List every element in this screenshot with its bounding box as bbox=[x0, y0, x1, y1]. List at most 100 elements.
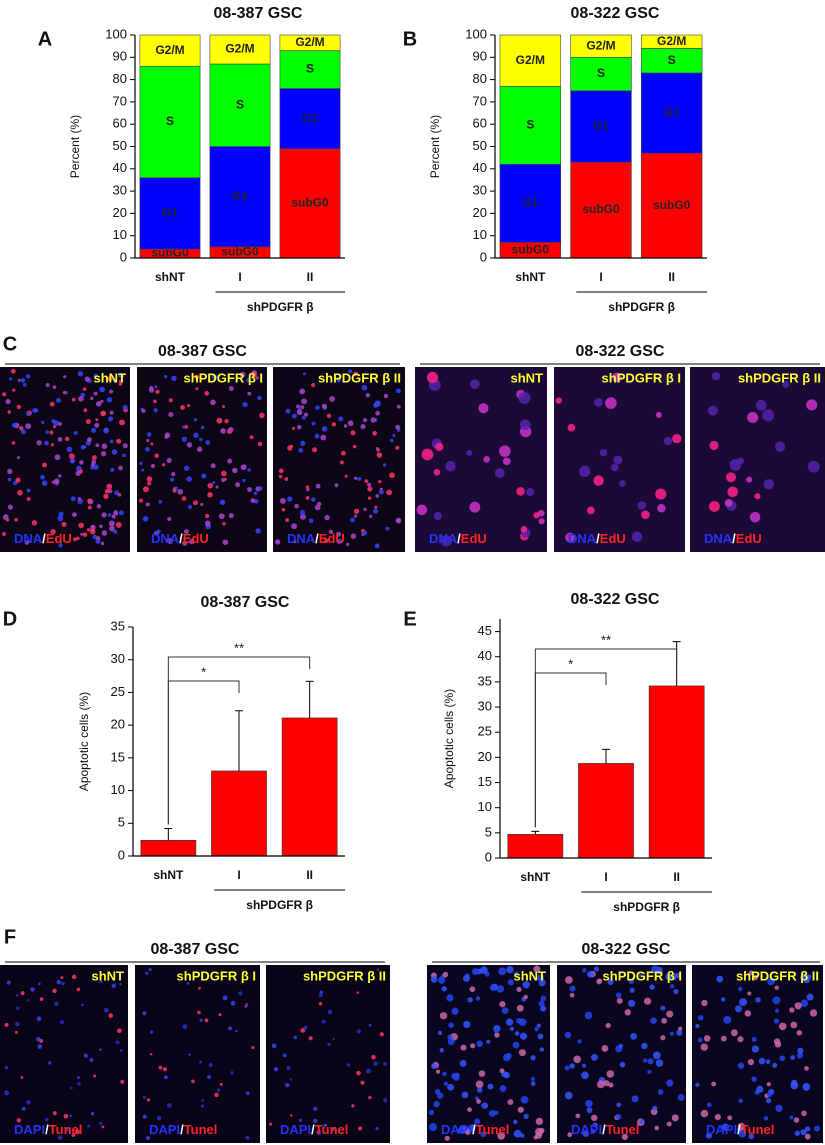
cell bbox=[45, 383, 50, 388]
cell bbox=[697, 1014, 704, 1021]
bar-segment bbox=[570, 56, 632, 92]
cell bbox=[311, 421, 316, 426]
cell bbox=[695, 1082, 700, 1087]
cell bbox=[749, 511, 761, 523]
cell bbox=[338, 416, 344, 422]
cell bbox=[520, 526, 528, 533]
cell bbox=[63, 375, 67, 379]
stain-part: EdU bbox=[46, 531, 72, 546]
cell bbox=[378, 480, 382, 484]
cell bbox=[748, 1133, 755, 1140]
cell bbox=[230, 1001, 236, 1006]
cell bbox=[219, 499, 226, 506]
micrograph bbox=[557, 965, 686, 1143]
cell bbox=[332, 1037, 335, 1041]
cell bbox=[476, 1099, 482, 1104]
segment-label: G1 bbox=[522, 196, 538, 210]
cell bbox=[80, 532, 84, 536]
cell bbox=[58, 422, 62, 426]
cell bbox=[327, 1009, 333, 1015]
cell bbox=[204, 390, 210, 396]
cell bbox=[109, 439, 114, 444]
cell bbox=[518, 392, 531, 405]
cell bbox=[802, 1082, 811, 1091]
cell bbox=[555, 397, 562, 404]
cell bbox=[624, 1009, 631, 1016]
cell bbox=[790, 1055, 796, 1060]
cell bbox=[99, 980, 103, 984]
cell bbox=[313, 1118, 318, 1124]
significance-bracket bbox=[534, 648, 678, 828]
cell bbox=[63, 1113, 69, 1119]
cell bbox=[607, 979, 614, 986]
cell bbox=[77, 496, 82, 501]
cell bbox=[298, 1118, 303, 1122]
cell bbox=[782, 380, 790, 388]
cell bbox=[20, 378, 26, 383]
cell bbox=[575, 1113, 581, 1119]
cell bbox=[467, 1107, 472, 1112]
group-title: 08-322 GSC bbox=[582, 941, 671, 958]
micrograph bbox=[0, 965, 128, 1143]
cell bbox=[90, 465, 95, 470]
y-tick-label: 35 bbox=[478, 673, 492, 688]
cell bbox=[48, 1061, 52, 1065]
cell bbox=[122, 453, 126, 458]
cell bbox=[92, 534, 98, 540]
cell bbox=[619, 1061, 626, 1068]
cell bbox=[89, 1058, 94, 1062]
cell bbox=[711, 1081, 717, 1087]
cell bbox=[801, 1110, 807, 1117]
cell bbox=[330, 1127, 335, 1132]
cell bbox=[242, 478, 246, 483]
cell bbox=[7, 477, 12, 482]
cell bbox=[466, 449, 473, 456]
cell bbox=[433, 1100, 440, 1108]
cell bbox=[300, 440, 306, 447]
micrograph bbox=[427, 965, 550, 1143]
cell bbox=[579, 465, 591, 478]
cell bbox=[469, 986, 476, 993]
cell bbox=[343, 424, 348, 428]
y-tick-label: 80 bbox=[473, 71, 487, 86]
cell bbox=[505, 1018, 514, 1026]
y-tick-label: 60 bbox=[473, 116, 487, 131]
cell bbox=[93, 1074, 97, 1078]
cell bbox=[737, 1122, 746, 1131]
group-label: shPDGFR β bbox=[246, 898, 313, 912]
segment-label: subG0 bbox=[582, 202, 620, 216]
bar-segment bbox=[209, 34, 271, 65]
cell bbox=[747, 1058, 755, 1066]
y-tick-label: 15 bbox=[478, 774, 492, 789]
cell bbox=[565, 976, 573, 984]
cell bbox=[146, 476, 153, 482]
image-label: shPDGFR β II bbox=[318, 370, 401, 385]
cell bbox=[375, 410, 381, 416]
panel-letter: E bbox=[403, 608, 416, 630]
cell bbox=[606, 1070, 615, 1078]
cell bbox=[428, 1123, 437, 1132]
cell bbox=[336, 538, 343, 545]
cell bbox=[148, 968, 152, 972]
cell bbox=[298, 448, 304, 453]
cell bbox=[69, 1086, 73, 1090]
cell bbox=[77, 1082, 81, 1086]
image-label: shPDGFR β II bbox=[738, 370, 821, 385]
error-bar bbox=[235, 710, 243, 771]
y-tick-label: 25 bbox=[478, 724, 492, 739]
cell bbox=[641, 510, 650, 519]
y-tick-label: 10 bbox=[113, 227, 127, 242]
cell bbox=[292, 426, 296, 430]
cell bbox=[271, 1043, 277, 1049]
cell bbox=[766, 1082, 771, 1087]
stain-label: DNA/EdU bbox=[429, 531, 487, 546]
cell bbox=[116, 438, 122, 444]
cell bbox=[142, 486, 149, 493]
y-tick-label: 90 bbox=[473, 49, 487, 64]
cell bbox=[695, 1023, 700, 1029]
cell bbox=[773, 1018, 780, 1024]
cell bbox=[119, 1049, 123, 1052]
cell bbox=[109, 525, 115, 532]
cell bbox=[765, 1098, 772, 1104]
cell bbox=[286, 1066, 291, 1071]
